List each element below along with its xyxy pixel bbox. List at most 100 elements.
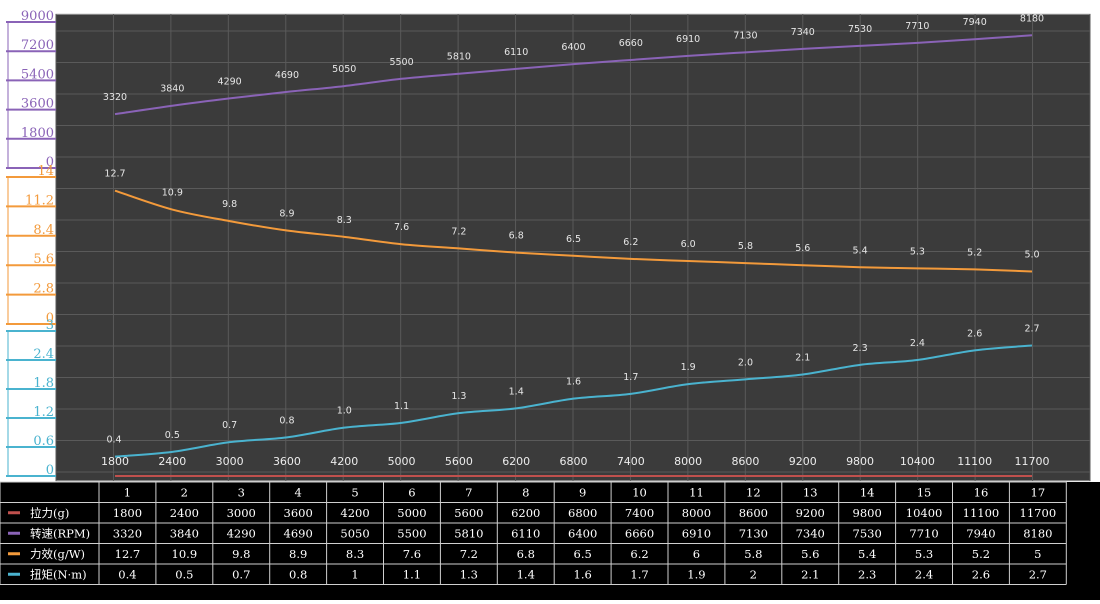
table-cell: 7.6 xyxy=(403,547,421,561)
data-label: 1.9 xyxy=(681,362,696,373)
data-label: 1.1 xyxy=(394,401,409,412)
y-axis-tick-label: 14 xyxy=(37,164,54,179)
table-cell: 0.5 xyxy=(175,567,193,581)
table-cell: 5050 xyxy=(340,526,369,540)
table-cell: 10400 xyxy=(906,506,943,520)
table-cell: 0.4 xyxy=(118,567,136,581)
table-header-cell: 5 xyxy=(351,485,358,499)
table-cell: 2.1 xyxy=(801,567,819,581)
table-header-cell: 14 xyxy=(860,485,875,499)
table-cell: 5600 xyxy=(454,506,483,520)
table-cell: 2400 xyxy=(170,506,199,520)
table-cell: 3840 xyxy=(170,526,199,540)
table-cell: 5.8 xyxy=(744,547,762,561)
x-tick-label: 3000 xyxy=(216,455,244,468)
table-cell: 7940 xyxy=(966,526,995,540)
table-cell: 2.4 xyxy=(915,567,933,581)
data-label: 7.6 xyxy=(394,222,409,233)
table-cell: 1.4 xyxy=(517,567,535,581)
data-label: 0.5 xyxy=(165,430,180,441)
table-cell: 1 xyxy=(351,567,358,581)
table-header-cell: 4 xyxy=(294,485,301,499)
data-label: 0.4 xyxy=(106,435,121,446)
table-header-cell: 7 xyxy=(465,485,472,499)
data-label: 12.7 xyxy=(104,169,125,180)
x-tick-label: 1800 xyxy=(101,455,129,468)
y-axis-tick-label: 3 xyxy=(46,318,54,333)
table-cell: 7130 xyxy=(739,526,768,540)
table-header-cell: 6 xyxy=(408,485,415,499)
y-axis-tick-label: 2.8 xyxy=(33,282,54,297)
table-cell: 6400 xyxy=(568,526,597,540)
data-label: 5.2 xyxy=(967,247,982,258)
data-label: 1.0 xyxy=(337,406,352,417)
table-cell: 8.3 xyxy=(346,547,364,561)
table-header-cell: 17 xyxy=(1031,485,1046,499)
data-label: 7130 xyxy=(733,30,757,41)
table-cell: 6.5 xyxy=(574,547,592,561)
data-label: 10.9 xyxy=(162,188,183,199)
table-cell: 6800 xyxy=(568,506,597,520)
table-cell: 1.7 xyxy=(630,567,648,581)
x-tick-label: 7400 xyxy=(617,455,645,468)
x-tick-label: 5600 xyxy=(445,455,473,468)
table-header-cell: 12 xyxy=(746,485,761,499)
data-label: 5.3 xyxy=(910,246,925,257)
data-label: 6.0 xyxy=(681,239,696,250)
data-label: 6.8 xyxy=(509,231,524,242)
x-tick-label: 10400 xyxy=(900,455,935,468)
data-label: 0.8 xyxy=(279,415,294,426)
table-cell: 12.7 xyxy=(115,547,141,561)
y-axis-tick-label: 1.2 xyxy=(33,405,54,420)
x-tick-label: 6200 xyxy=(502,455,530,468)
y-axis-tick-label: 7200 xyxy=(21,38,54,53)
data-label: 8180 xyxy=(1020,13,1044,24)
y-axis-tick-label: 11.2 xyxy=(25,193,54,208)
table-row-label: 转速(RPM) xyxy=(30,526,90,540)
table-cell: 11700 xyxy=(1020,506,1057,520)
table-cell: 3320 xyxy=(113,526,142,540)
data-label: 1.4 xyxy=(509,386,524,397)
table-row-label: 拉力(g) xyxy=(30,506,69,520)
table-cell: 7400 xyxy=(625,506,654,520)
x-tick-label: 4200 xyxy=(330,455,358,468)
data-label: 5810 xyxy=(447,52,471,63)
table-cell: 9.8 xyxy=(232,547,250,561)
table-cell: 9200 xyxy=(796,506,825,520)
data-label: 3320 xyxy=(103,92,127,103)
data-label: 2.6 xyxy=(967,328,982,339)
data-label: 2.1 xyxy=(795,353,810,364)
data-label: 4690 xyxy=(275,70,299,81)
table-cell: 6110 xyxy=(511,526,540,540)
table-cell: 8.9 xyxy=(289,547,307,561)
table-cell: 7.2 xyxy=(460,547,478,561)
data-label: 5.6 xyxy=(795,243,810,254)
table-header-cell: 13 xyxy=(803,485,818,499)
table-cell: 3600 xyxy=(284,506,313,520)
table-cell: 5 xyxy=(1034,547,1041,561)
table-header-cell: 10 xyxy=(632,485,647,499)
table-cell: 5.2 xyxy=(972,547,990,561)
table-cell: 5500 xyxy=(397,526,426,540)
table-header-cell: 11 xyxy=(689,485,704,499)
table-background xyxy=(0,482,1100,600)
table-cell: 6 xyxy=(693,547,700,561)
data-label: 0.7 xyxy=(222,420,237,431)
table-cell: 6.8 xyxy=(517,547,535,561)
table-cell: 5.3 xyxy=(915,547,933,561)
table-cell: 8180 xyxy=(1023,526,1052,540)
table-cell: 4290 xyxy=(227,526,256,540)
x-tick-label: 6800 xyxy=(560,455,588,468)
y-axis-tick-label: 1800 xyxy=(21,126,54,141)
y-axis-tick-label: 9000 xyxy=(21,9,54,24)
table-cell: 6200 xyxy=(511,506,540,520)
table-cell: 6.2 xyxy=(630,547,648,561)
data-label: 8.9 xyxy=(279,209,294,220)
y-axis-tick-label: 1.8 xyxy=(33,376,54,391)
x-tick-label: 8000 xyxy=(674,455,702,468)
data-label: 2.7 xyxy=(1024,324,1039,335)
data-label: 5.8 xyxy=(738,241,753,252)
